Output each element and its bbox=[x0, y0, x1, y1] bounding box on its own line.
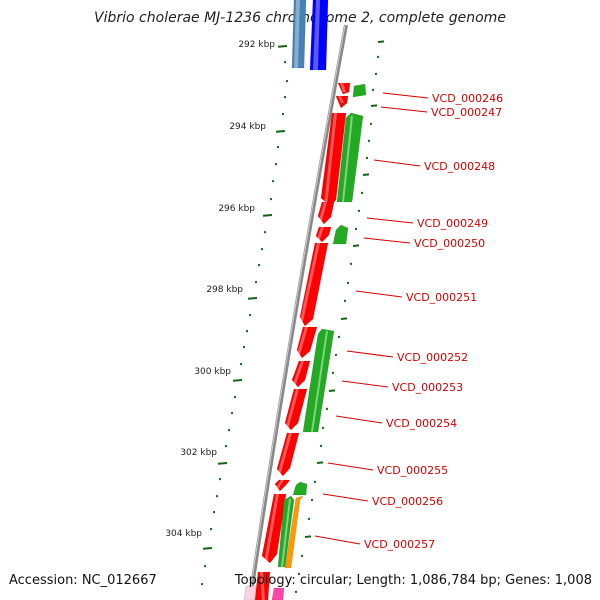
scale-label: 304 kbp bbox=[165, 529, 202, 539]
blue-feature bbox=[309, 0, 329, 71]
outer-tick bbox=[352, 244, 360, 247]
gene-leader-line bbox=[346, 350, 394, 358]
gene-label[interactable]: VCD_000249 bbox=[417, 217, 488, 230]
outer-tick bbox=[340, 317, 348, 320]
scale-label: 294 kbp bbox=[229, 122, 266, 132]
feature-shine bbox=[281, 498, 291, 568]
gene-label[interactable]: VCD_000250 bbox=[414, 237, 485, 250]
forward-cds bbox=[337, 82, 351, 95]
chromosome-backbone bbox=[248, 24, 348, 600]
steelblue-feature bbox=[291, 0, 307, 69]
forward-cds bbox=[274, 479, 291, 492]
feature-shine bbox=[294, 0, 300, 68]
reverse-cds bbox=[302, 328, 335, 433]
summary-text: Topology: circular; Length: 1,086,784 bp… bbox=[234, 573, 592, 588]
scale-label: 298 kbp bbox=[206, 285, 243, 295]
feature-shine bbox=[285, 389, 299, 430]
forward-cds bbox=[315, 226, 332, 243]
inner-tick bbox=[262, 214, 273, 217]
gene-leader-line bbox=[322, 493, 369, 502]
reverse-cds bbox=[292, 481, 308, 496]
forward-cds bbox=[335, 95, 349, 109]
outer-tick bbox=[377, 40, 385, 43]
feature-shine bbox=[316, 227, 324, 242]
backbone-highlight bbox=[248, 24, 346, 600]
reverse-cds bbox=[332, 224, 349, 245]
gene-label[interactable]: VCD_000247 bbox=[431, 106, 502, 119]
feature-shine bbox=[340, 83, 346, 92]
outer-tick bbox=[328, 389, 336, 392]
inner-tick bbox=[247, 297, 258, 300]
feature-shine bbox=[274, 480, 284, 491]
gene-leader-line bbox=[314, 535, 361, 545]
feature-shine bbox=[292, 361, 304, 387]
feature-shine bbox=[318, 202, 327, 224]
feature-track bbox=[243, 0, 367, 600]
inner-tick bbox=[202, 547, 213, 550]
light-pink-feature bbox=[243, 585, 257, 600]
reverse-cds bbox=[336, 112, 364, 203]
outer-tick bbox=[362, 173, 370, 176]
inner-tick bbox=[217, 462, 228, 465]
forward-cds bbox=[261, 493, 287, 564]
forward-cds bbox=[254, 571, 271, 600]
pink-feature bbox=[271, 587, 285, 600]
scale-label: 300 kbp bbox=[194, 367, 231, 377]
gene-leader-line bbox=[341, 380, 389, 388]
outer-tick-ring bbox=[294, 40, 385, 593]
gene-leader-line bbox=[373, 159, 421, 167]
feature-shine bbox=[277, 433, 292, 476]
feature-shine bbox=[311, 330, 328, 433]
inner-tick-ring bbox=[200, 45, 289, 586]
forward-cds bbox=[276, 432, 300, 477]
feature-shine bbox=[264, 494, 279, 563]
gene-label[interactable]: VCD_000253 bbox=[392, 381, 463, 394]
gene-leader-line bbox=[380, 106, 428, 113]
gene-leader-line bbox=[355, 290, 403, 298]
gene-label[interactable]: VCD_000254 bbox=[386, 417, 457, 430]
reverse-cds bbox=[277, 495, 295, 568]
gene-leader-line bbox=[363, 237, 411, 244]
feature-shine bbox=[324, 113, 337, 206]
inner-tick bbox=[277, 45, 288, 48]
outer-tick bbox=[304, 535, 312, 538]
gene-label[interactable]: VCD_000256 bbox=[372, 495, 443, 508]
gene-label[interactable]: VCD_000257 bbox=[364, 538, 435, 551]
feature-shine bbox=[342, 115, 353, 203]
accession-text: Accession: NC_012667 bbox=[9, 573, 157, 588]
scale-label: 302 kbp bbox=[180, 448, 217, 458]
gene-leader-line bbox=[327, 462, 374, 471]
feature-shine bbox=[296, 327, 308, 358]
forward-cds bbox=[299, 242, 329, 327]
orange-feature bbox=[284, 495, 304, 569]
gene-leader-line bbox=[366, 217, 414, 224]
outer-tick bbox=[316, 461, 324, 464]
gene-label[interactable]: VCD_000252 bbox=[397, 351, 468, 364]
feature-shine bbox=[313, 0, 320, 70]
outer-tick bbox=[370, 104, 378, 107]
scale-label-group: 292 kbp 294 kbp 296 kbp 298 kbp 300 kbp 302 k… bbox=[165, 40, 275, 539]
scale-label: 292 kbp bbox=[238, 40, 275, 50]
forward-cds bbox=[291, 360, 311, 388]
gene-label[interactable]: VCD_000246 bbox=[432, 92, 503, 105]
forward-cds bbox=[284, 388, 308, 431]
inner-tick bbox=[232, 379, 243, 382]
gene-leader-line bbox=[335, 415, 383, 424]
inner-tick bbox=[275, 130, 286, 133]
forward-cds bbox=[317, 201, 335, 225]
scale-label: 296 kbp bbox=[218, 204, 255, 214]
forward-cds bbox=[296, 326, 318, 359]
feature-shine bbox=[299, 243, 320, 326]
gene-leader-line bbox=[382, 92, 429, 99]
gene-label[interactable]: VCD_000248 bbox=[424, 160, 495, 173]
gene-label[interactable]: VCD_000255 bbox=[377, 464, 448, 477]
gene-label[interactable]: VCD_000251 bbox=[406, 291, 477, 304]
feature-shine bbox=[260, 572, 265, 600]
reverse-cds bbox=[352, 83, 367, 98]
feature-shine bbox=[338, 96, 344, 103]
